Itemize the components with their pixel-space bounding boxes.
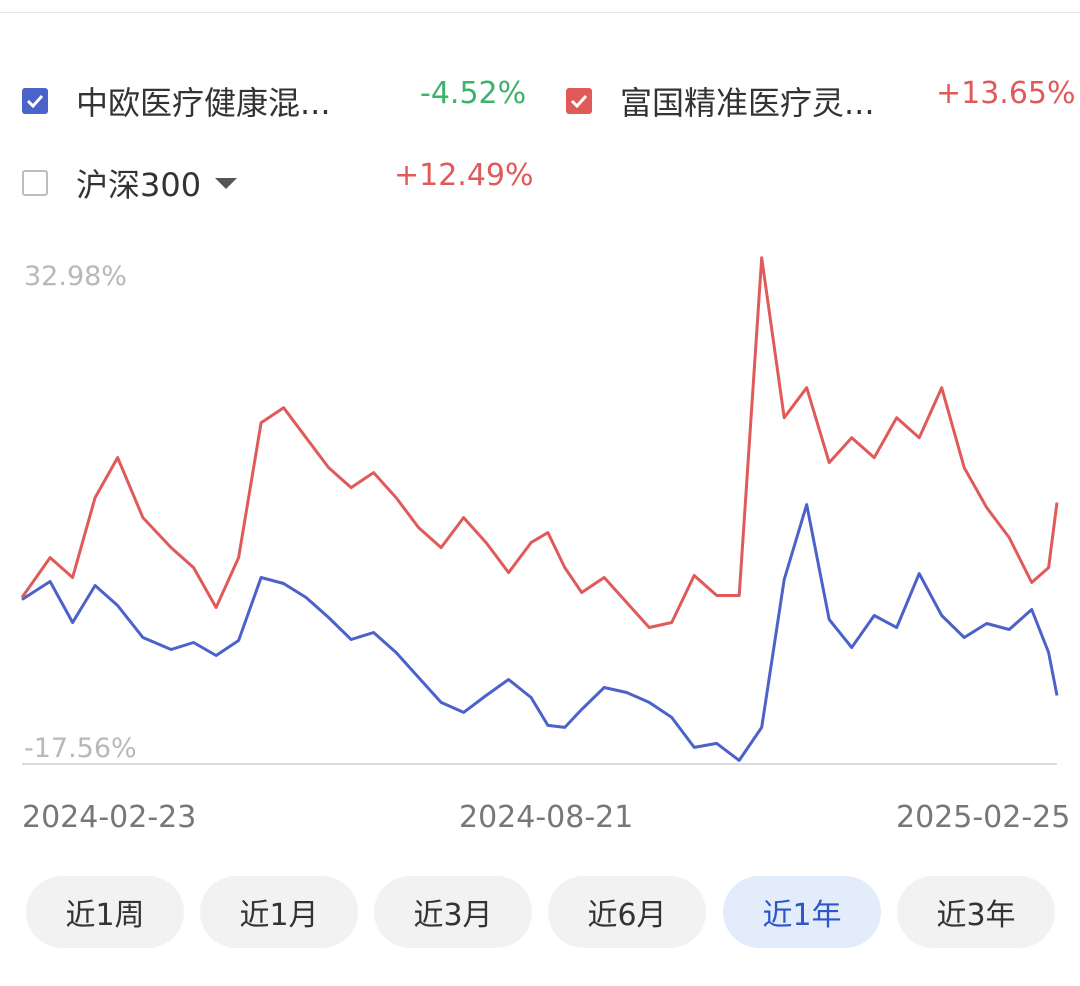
tab-6-months[interactable]: 近6月 — [548, 876, 706, 948]
tab-3-months[interactable]: 近3月 — [374, 876, 532, 948]
series-line-1 — [21, 503, 1059, 762]
x-tick-end: 2025-02-25 — [896, 800, 1071, 835]
tab-1-year[interactable]: 近1年 — [723, 876, 881, 948]
dropdown-caret-icon[interactable] — [215, 177, 238, 189]
check-icon — [26, 94, 44, 108]
top-divider — [0, 12, 1080, 13]
period-tabs: 近1周 近1月 近3月 近6月 近1年 近3年 — [26, 876, 1056, 948]
y-min-label: -17.56% — [24, 733, 137, 764]
chart-series — [20, 256, 1059, 762]
legend-pct-fund-1: -4.52% — [420, 76, 527, 111]
check-icon — [570, 94, 588, 108]
legend-item-index[interactable]: 沪深300 — [22, 160, 238, 206]
legend-item-fund-1[interactable]: 中欧医疗健康混... — [22, 78, 331, 124]
legend-name-index: 沪深300 — [76, 166, 202, 204]
checkbox-index[interactable] — [22, 170, 48, 196]
tab-3-years[interactable]: 近3年 — [897, 876, 1055, 948]
y-max-label: 32.98% — [24, 261, 127, 292]
series-line-2 — [20, 256, 1059, 629]
legend-pct-index: +12.49% — [394, 158, 534, 193]
legend-name-fund-1: 中欧医疗健康混... — [76, 84, 331, 122]
legend-pct-fund-2: +13.65% — [936, 76, 1076, 111]
legend-name-fund-2: 富国精准医疗灵... — [620, 84, 875, 122]
checkbox-fund-1[interactable] — [22, 88, 48, 114]
checkbox-fund-2[interactable] — [566, 88, 592, 114]
legend-item-fund-2[interactable]: 富国精准医疗灵... — [566, 78, 875, 124]
x-tick-start: 2024-02-23 — [22, 800, 197, 835]
chart-labels: 32.98% -17.56% — [24, 261, 137, 764]
x-tick-mid: 2024-08-21 — [459, 800, 634, 835]
performance-chart[interactable]: 32.98% -17.56% — [0, 230, 1080, 790]
tab-1-week[interactable]: 近1周 — [26, 876, 184, 948]
tab-1-month[interactable]: 近1月 — [200, 876, 358, 948]
